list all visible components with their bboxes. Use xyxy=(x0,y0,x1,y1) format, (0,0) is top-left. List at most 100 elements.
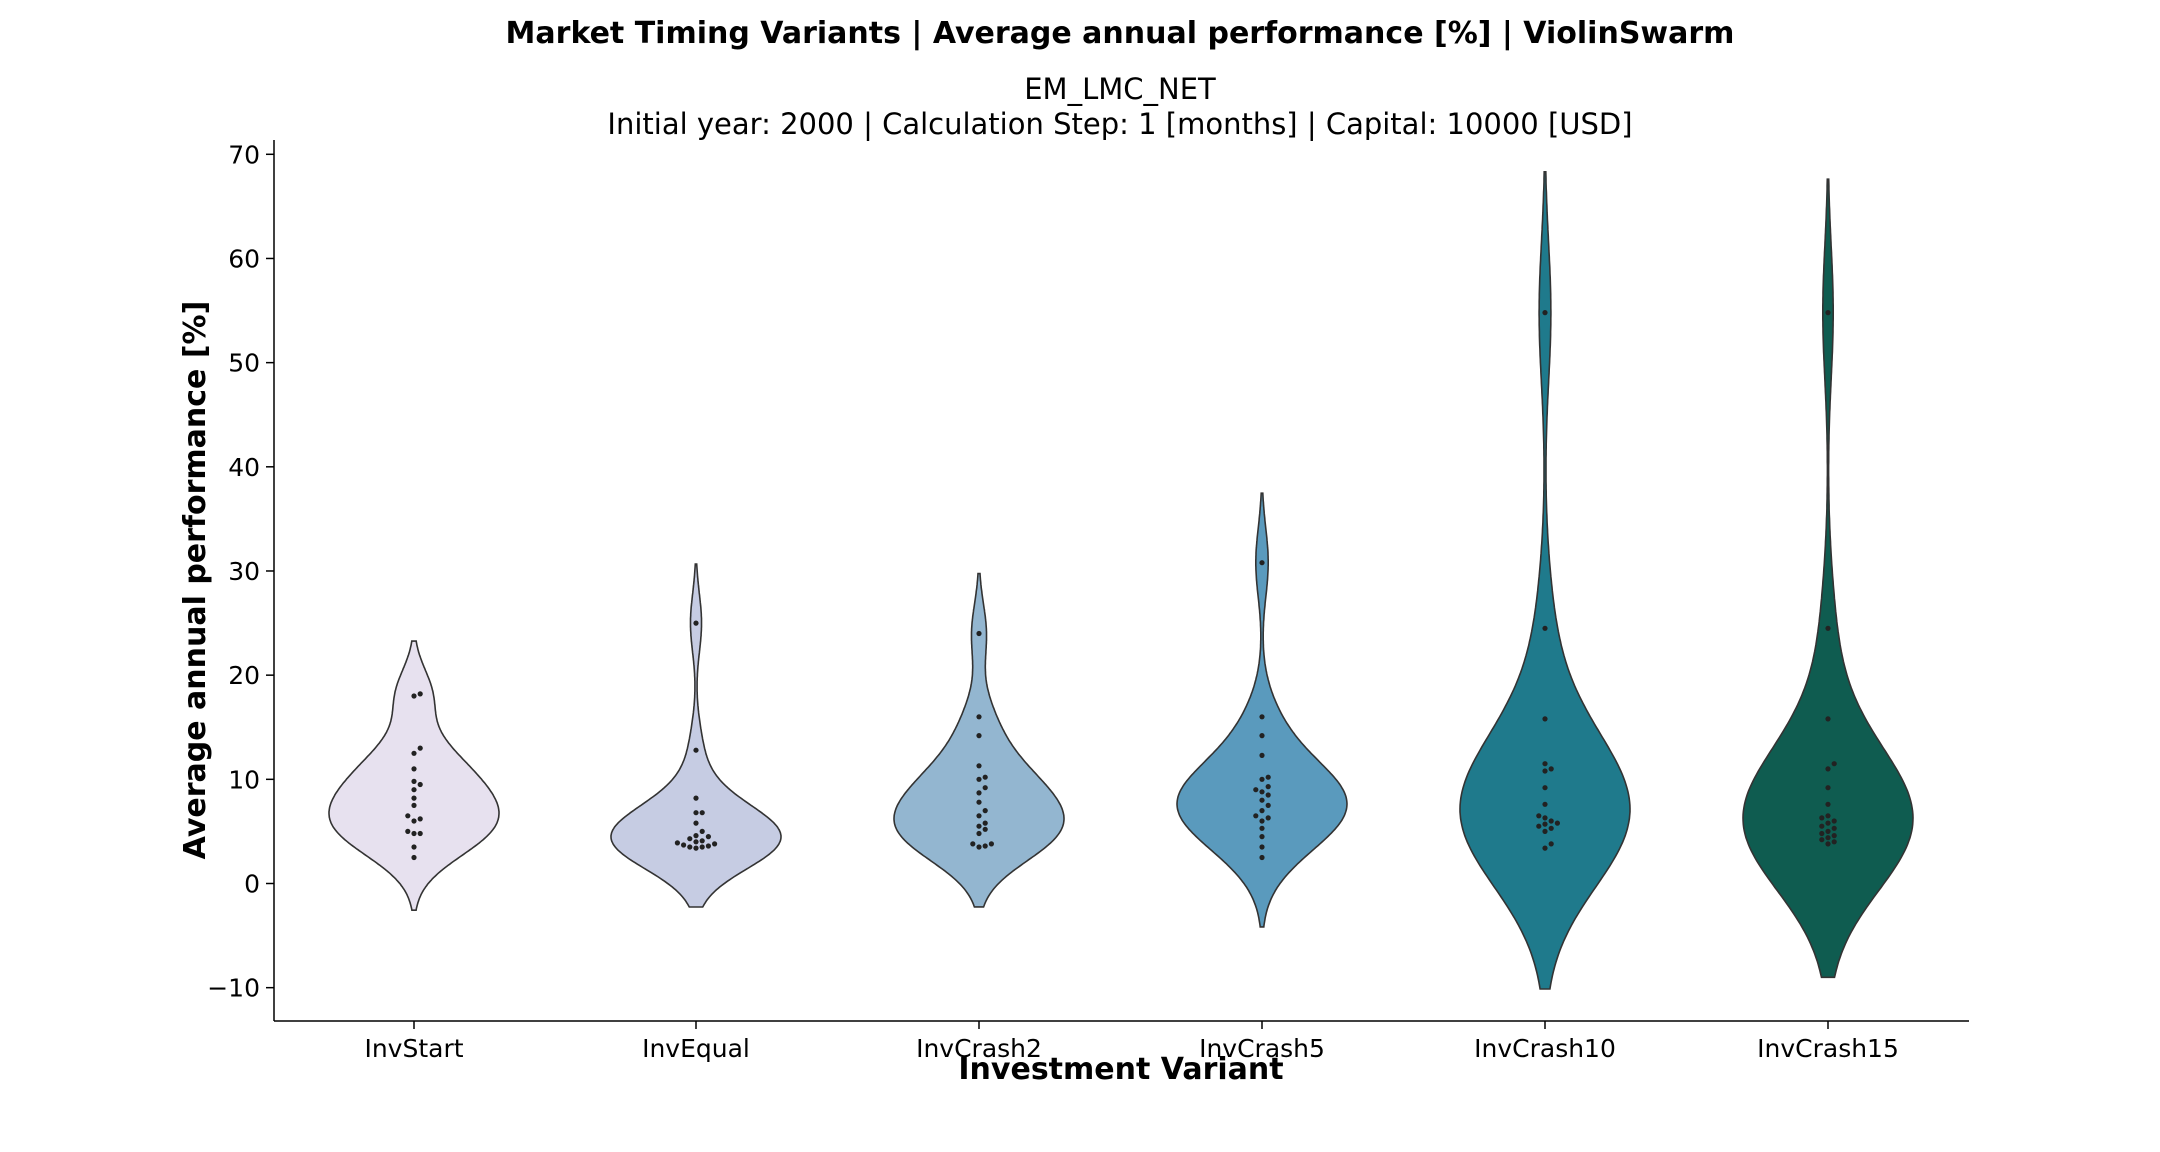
data-point xyxy=(417,745,423,751)
data-point xyxy=(699,810,705,816)
y-tick-label: 70 xyxy=(228,140,260,169)
data-point xyxy=(1542,716,1548,722)
data-point xyxy=(411,750,417,756)
x-tick-label: InvCrash2 xyxy=(916,1034,1042,1063)
violin-InvCrash2 xyxy=(893,572,1065,908)
data-point xyxy=(1819,815,1825,821)
data-point xyxy=(1259,776,1265,782)
data-point xyxy=(982,785,988,791)
y-tick-label: 0 xyxy=(244,870,260,899)
x-axis-label: Investment Variant xyxy=(958,1052,1283,1087)
data-point xyxy=(693,845,699,851)
data-point xyxy=(1259,834,1265,840)
data-point xyxy=(699,844,705,850)
data-point xyxy=(1259,789,1265,795)
chart-subtitle-dataset: EM_LMC_NET xyxy=(1024,72,1216,106)
data-point xyxy=(705,843,712,849)
data-point xyxy=(693,810,699,816)
y-tick-label: 50 xyxy=(228,349,260,378)
data-point xyxy=(687,844,693,850)
data-point xyxy=(982,774,988,780)
data-point xyxy=(405,813,411,819)
data-point xyxy=(1825,835,1831,841)
data-point xyxy=(1536,813,1542,819)
data-point xyxy=(681,842,687,848)
violin-InvStart xyxy=(328,640,500,911)
data-point xyxy=(693,747,699,753)
data-point xyxy=(1825,841,1831,847)
data-point xyxy=(976,844,982,850)
data-point xyxy=(1259,714,1265,720)
data-point xyxy=(1259,844,1265,850)
data-point xyxy=(1542,768,1548,774)
data-point xyxy=(417,816,423,822)
data-point xyxy=(988,841,995,847)
data-point xyxy=(1542,625,1548,631)
data-point xyxy=(976,714,982,720)
data-point xyxy=(1554,820,1560,826)
data-point xyxy=(1259,808,1265,814)
violin-InvCrash5 xyxy=(1176,492,1348,928)
data-point xyxy=(411,787,417,793)
data-point xyxy=(1825,785,1831,791)
data-point xyxy=(1259,825,1265,831)
data-point xyxy=(982,820,988,826)
data-point xyxy=(976,823,982,829)
data-point xyxy=(1831,839,1837,845)
chart-subtitle-params: Initial year: 2000 | Calculation Step: 1… xyxy=(607,107,1633,141)
data-point xyxy=(417,691,423,697)
data-point xyxy=(674,840,681,846)
data-point xyxy=(411,818,417,824)
data-point xyxy=(1265,802,1271,809)
data-point xyxy=(1259,560,1265,566)
data-point xyxy=(693,820,699,826)
data-point xyxy=(1825,716,1831,722)
x-tick-label: InvEqual xyxy=(642,1034,750,1063)
data-point xyxy=(411,844,417,850)
data-point xyxy=(970,841,976,847)
data-point xyxy=(1542,785,1548,791)
x-tick-label: InvCrash15 xyxy=(1757,1034,1899,1063)
data-point xyxy=(1536,823,1542,829)
y-tick-label: 20 xyxy=(228,661,260,690)
data-point xyxy=(982,808,988,814)
data-point xyxy=(1831,825,1837,831)
data-point xyxy=(1259,818,1265,824)
data-point xyxy=(1265,815,1271,821)
data-point xyxy=(1548,818,1554,824)
data-point xyxy=(1825,801,1831,807)
data-point xyxy=(705,834,712,840)
data-point xyxy=(1253,787,1259,793)
data-point xyxy=(976,763,982,769)
data-point xyxy=(976,733,982,739)
data-point xyxy=(1548,841,1554,847)
data-point xyxy=(1542,310,1548,316)
data-point xyxy=(411,778,417,785)
data-point xyxy=(417,830,423,837)
y-tick-label: −10 xyxy=(207,974,260,1003)
data-point xyxy=(1548,766,1554,772)
data-point xyxy=(1259,797,1265,803)
data-point xyxy=(1831,833,1837,839)
data-point xyxy=(1542,828,1548,835)
data-point xyxy=(1542,761,1548,767)
data-point xyxy=(976,776,982,782)
data-point xyxy=(1825,820,1831,826)
y-axis-label: Average annual performance [%] xyxy=(178,301,213,860)
violin-InvEqual xyxy=(610,563,782,908)
data-point xyxy=(1825,828,1831,835)
data-point xyxy=(1819,823,1825,829)
data-point xyxy=(411,766,417,772)
y-tick-label: 30 xyxy=(228,557,260,586)
data-point xyxy=(712,841,718,847)
data-point xyxy=(1819,837,1825,843)
data-point xyxy=(1825,766,1831,772)
y-tick-label: 60 xyxy=(228,244,260,273)
data-point xyxy=(693,833,699,839)
data-point xyxy=(693,839,699,845)
data-point xyxy=(976,830,982,837)
data-point xyxy=(1259,733,1265,739)
violin-InvCrash15 xyxy=(1742,178,1914,979)
x-tick-label: InvCrash10 xyxy=(1474,1034,1616,1063)
